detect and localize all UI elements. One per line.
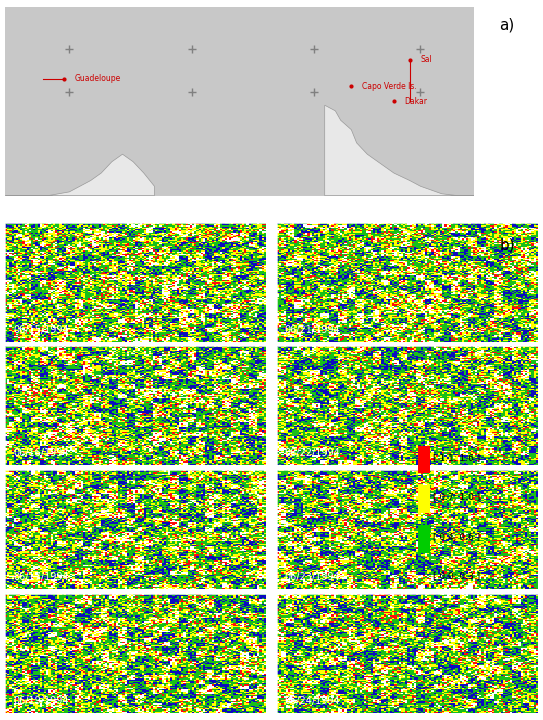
Text: Dakar: Dakar: [405, 97, 427, 106]
Text: Capo Verde Is.: Capo Verde Is.: [362, 82, 416, 91]
Text: [ 0.7; 1.0 ]: [ 0.7; 1.0 ]: [433, 493, 480, 503]
Text: [ 1.1; 1.6 ]: [ 1.1; 1.6 ]: [433, 454, 480, 463]
Text: 06/23/1994: 06/23/1994: [285, 572, 340, 582]
Text: b): b): [500, 238, 515, 253]
Text: 06/22/1994: 06/22/1994: [285, 449, 340, 459]
FancyBboxPatch shape: [418, 485, 430, 513]
Text: [ 0.0; 0.3 ]: [ 0.0; 0.3 ]: [433, 572, 480, 582]
FancyBboxPatch shape: [418, 525, 430, 553]
FancyBboxPatch shape: [5, 7, 473, 196]
Text: 06/16/1994: 06/16/1994: [13, 449, 69, 459]
FancyBboxPatch shape: [418, 446, 430, 474]
Text: 06/17/1994: 06/17/1994: [13, 572, 69, 582]
Text: 06/21/1994: 06/21/1994: [285, 325, 340, 335]
Text: 06/19/1994: 06/19/1994: [13, 696, 69, 706]
Text: Guadeloupe: Guadeloupe: [74, 74, 121, 84]
Text: [ 0.4; 0.6 ]: [ 0.4; 0.6 ]: [433, 533, 480, 542]
FancyBboxPatch shape: [418, 564, 430, 593]
Text: 06/24/1994: 06/24/1994: [285, 696, 340, 706]
Polygon shape: [325, 105, 473, 196]
Text: Sal: Sal: [420, 55, 432, 65]
Text: a): a): [500, 18, 515, 33]
Polygon shape: [5, 154, 154, 196]
Text: 06/15/1994: 06/15/1994: [13, 325, 69, 335]
